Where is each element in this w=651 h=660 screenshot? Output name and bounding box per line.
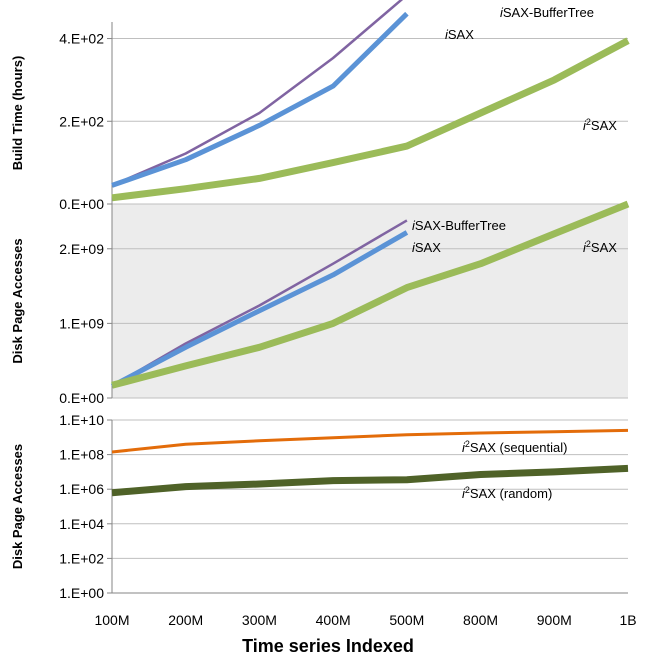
chart-text: 0.E+00 2.E+02 4.E+02 Build Time (hours) iSAX… [10, 5, 637, 628]
y-tick-label: 0.E+00 [59, 196, 104, 212]
y-tick-label: 2.E+09 [59, 241, 104, 257]
y-tick-label: 1.E+08 [59, 447, 104, 463]
series-line-i2sax [111, 37, 630, 202]
y-axis-label-3: Disk Page Accesses [10, 444, 25, 569]
series-line-isax-buffertree [111, 0, 404, 187]
gridlines [112, 38, 628, 594]
series-line-isax [111, 11, 409, 188]
axes [107, 22, 628, 594]
x-tick-label: 800M [463, 612, 498, 628]
y-tick-label: 1.E+06 [59, 481, 104, 497]
series-lines [110, 0, 630, 497]
x-tick-label: 500M [389, 612, 424, 628]
x-axis-label: Time series Indexed [242, 636, 414, 656]
series-label: i2SAX (sequential) [462, 439, 567, 455]
y-tick-label: 4.E+02 [59, 31, 104, 47]
series-label: iSAX-BufferTree [412, 218, 506, 233]
series-label: i2SAX [583, 117, 617, 133]
y-axis-label-1: Build Time (hours) [10, 56, 25, 171]
y-tick-label: 1.E+10 [59, 412, 104, 428]
x-tick-label: 1B [619, 612, 636, 628]
y-tick-label: 0.E+00 [59, 390, 104, 406]
series-line-isax [110, 230, 409, 389]
x-tick-label: 100M [94, 612, 129, 628]
series-label: iSAX-BufferTree [500, 5, 594, 20]
series-line-i2sax [111, 200, 630, 389]
x-tick-label: 300M [242, 612, 277, 628]
x-tick-label: 200M [168, 612, 203, 628]
y-tick-label: 2.E+02 [59, 113, 104, 129]
series-line-i2sax-random- [111, 464, 629, 497]
series-label: iSAX [412, 240, 441, 255]
y-axis-label-2: Disk Page Accesses [10, 238, 25, 363]
x-tick-label: 900M [537, 612, 572, 628]
series-line-i2sax-sequential- [111, 428, 629, 454]
series-label: i2SAX (random) [462, 485, 552, 501]
y-tick-label: 1.E+04 [59, 516, 104, 532]
y-tick-label: 1.E+00 [59, 585, 104, 601]
y-tick-label: 1.E+09 [59, 315, 104, 331]
series-label: i2SAX [583, 239, 617, 255]
x-tick-label: 400M [316, 612, 351, 628]
series-label: iSAX [445, 27, 474, 42]
y-tick-label: 1.E+02 [59, 550, 104, 566]
